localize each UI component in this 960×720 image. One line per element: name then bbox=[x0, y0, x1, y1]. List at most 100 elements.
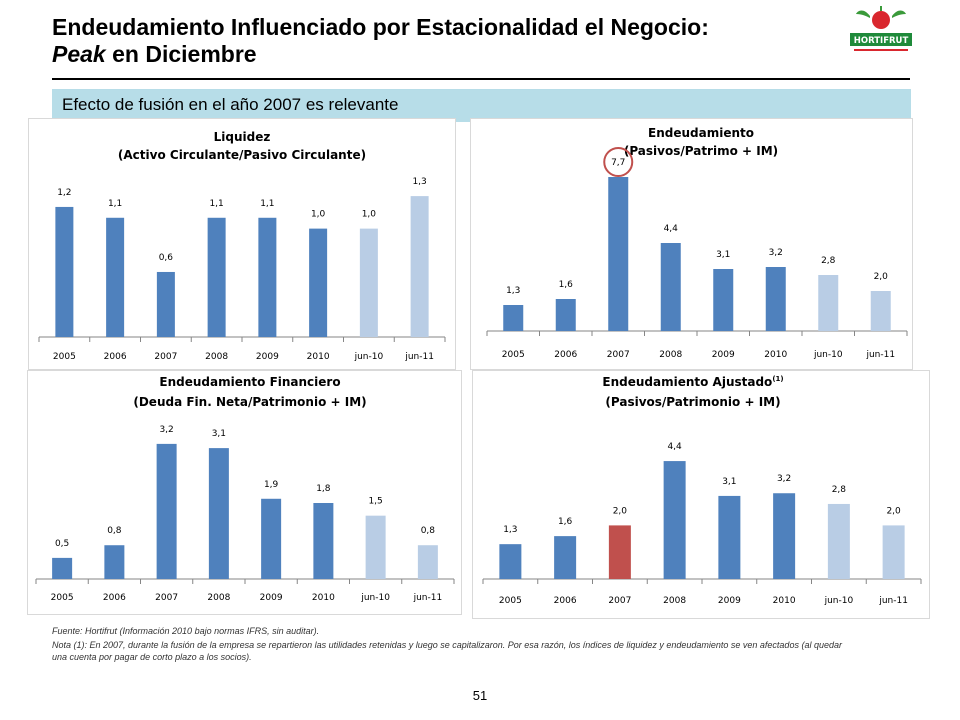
page-number: 51 bbox=[472, 688, 488, 703]
data-label: 1,9 bbox=[264, 480, 279, 490]
bar bbox=[554, 536, 577, 579]
logo-banner bbox=[850, 33, 912, 46]
bar bbox=[818, 275, 839, 331]
data-label: 0,8 bbox=[107, 526, 122, 536]
chart-title: Endeudamiento bbox=[648, 126, 754, 140]
data-label: 1,0 bbox=[362, 210, 377, 220]
bar bbox=[313, 503, 334, 579]
chart-title-superscript: (1) bbox=[772, 375, 783, 383]
bar bbox=[882, 525, 905, 579]
tick-label: 2007 bbox=[608, 596, 631, 606]
data-label: 1,6 bbox=[559, 280, 574, 290]
data-label: 1,3 bbox=[503, 525, 517, 535]
bar bbox=[55, 206, 74, 337]
data-label: 0,6 bbox=[159, 253, 174, 263]
data-label: 1,1 bbox=[209, 199, 223, 209]
title-rest: en Diciembre bbox=[105, 41, 257, 67]
data-label: 3,1 bbox=[722, 477, 736, 487]
logo-berry-icon bbox=[872, 11, 890, 29]
tick-label: 2009 bbox=[260, 593, 283, 603]
data-label: 3,1 bbox=[212, 429, 226, 439]
footnote-1: Nota (1): En 2007, durante la fusión de … bbox=[52, 640, 842, 662]
tick-label: 2006 bbox=[554, 350, 577, 360]
highlight-circle bbox=[603, 147, 634, 177]
tick-label: 2007 bbox=[155, 593, 178, 603]
data-label: 2,8 bbox=[821, 256, 836, 266]
tick-label: jun-10 bbox=[813, 350, 843, 360]
data-label: 1,8 bbox=[316, 484, 331, 494]
chart-svg: Endeudamiento Financiero (Deuda Fin. Neta… bbox=[35, 375, 455, 603]
data-label: 1,1 bbox=[108, 199, 122, 209]
bar bbox=[713, 269, 734, 331]
tick-label: 2005 bbox=[499, 596, 522, 606]
tick-label: 2009 bbox=[718, 596, 741, 606]
hortifrut-logo: HORTIFRUT bbox=[848, 4, 914, 68]
data-label: 1,5 bbox=[368, 497, 382, 507]
data-label: 1,3 bbox=[506, 286, 520, 296]
bar bbox=[104, 545, 125, 579]
tick-label: 2008 bbox=[659, 350, 682, 360]
bar bbox=[773, 493, 796, 579]
bar bbox=[765, 267, 786, 331]
source-note: Fuente: Hortifrut (Información 2010 bajo… bbox=[52, 626, 320, 636]
tick-label: jun-10 bbox=[824, 596, 854, 606]
bar bbox=[359, 228, 378, 337]
data-label: 3,1 bbox=[716, 250, 730, 260]
chart-subtitle: (Deuda Fin. Neta/Patrimonio + IM) bbox=[133, 395, 366, 409]
chart-endeudamiento: Endeudamiento (Pasivos/Patrimo + IM) 1,3 20… bbox=[470, 118, 913, 370]
data-label: 1,2 bbox=[57, 188, 71, 198]
bar bbox=[660, 243, 681, 331]
data-label: 1,6 bbox=[558, 517, 573, 527]
title-divider bbox=[52, 78, 910, 80]
bar bbox=[499, 544, 522, 579]
data-label: 4,4 bbox=[664, 224, 679, 234]
subtitle-text: Efecto de fusión en el año 2007 es relev… bbox=[62, 95, 399, 114]
tick-label: 2009 bbox=[712, 350, 735, 360]
data-label: 0,5 bbox=[55, 539, 69, 549]
tick-label: jun-11 bbox=[865, 350, 895, 360]
chart-svg: Endeudamiento Ajustado(1) (Pasivos/Patrim… bbox=[482, 375, 922, 606]
bar bbox=[365, 515, 386, 579]
tick-label: 2006 bbox=[103, 593, 126, 603]
tick-label: 2010 bbox=[764, 350, 787, 360]
tick-label: 2008 bbox=[205, 352, 228, 362]
chart-liquidez: Liquidez (Activo Circulante/Pasivo Circul… bbox=[28, 118, 456, 370]
tick-label: jun-11 bbox=[878, 596, 908, 606]
chart-title: Liquidez bbox=[214, 130, 271, 144]
chart-subtitle: (Activo Circulante/Pasivo Circulante) bbox=[118, 148, 366, 162]
data-label: 2,8 bbox=[832, 485, 847, 495]
title-peak: Peak bbox=[52, 41, 106, 67]
bar bbox=[208, 448, 229, 579]
tick-label: 2005 bbox=[53, 352, 76, 362]
tick-label: 2006 bbox=[104, 352, 127, 362]
tick-label: 2005 bbox=[51, 593, 74, 603]
chart-subtitle: (Pasivos/Patrimonio + IM) bbox=[605, 395, 780, 409]
data-label: 3,2 bbox=[159, 425, 173, 435]
bar bbox=[503, 305, 524, 331]
bar bbox=[258, 217, 277, 337]
bar bbox=[718, 495, 741, 579]
data-label: 2,0 bbox=[874, 272, 889, 282]
bar bbox=[261, 498, 282, 579]
chart-title: Endeudamiento Financiero bbox=[159, 375, 340, 389]
tick-label: 2008 bbox=[663, 596, 686, 606]
subtitle-banner: Efecto de fusión en el año 2007 es relev… bbox=[52, 89, 911, 122]
tick-label: jun-11 bbox=[404, 352, 434, 362]
bar bbox=[827, 503, 850, 579]
bar bbox=[608, 177, 629, 331]
logo-text: HORTIFRUT bbox=[854, 36, 909, 46]
title-line-2: Peak en Diciembre bbox=[52, 41, 842, 68]
tick-label: 2009 bbox=[256, 352, 279, 362]
bar bbox=[663, 461, 686, 579]
data-label: 3,2 bbox=[777, 474, 791, 484]
data-label: 2,0 bbox=[886, 506, 901, 516]
tick-label: jun-10 bbox=[360, 593, 390, 603]
data-label: 0,8 bbox=[421, 526, 436, 536]
bar bbox=[417, 545, 438, 579]
bar bbox=[207, 217, 226, 337]
bar bbox=[309, 228, 328, 337]
chart-svg: Liquidez (Activo Circulante/Pasivo Circul… bbox=[38, 130, 446, 362]
tick-label: jun-10 bbox=[354, 352, 384, 362]
chart-title: Endeudamiento Ajustado(1) bbox=[602, 375, 783, 389]
tick-label: 2006 bbox=[554, 596, 577, 606]
